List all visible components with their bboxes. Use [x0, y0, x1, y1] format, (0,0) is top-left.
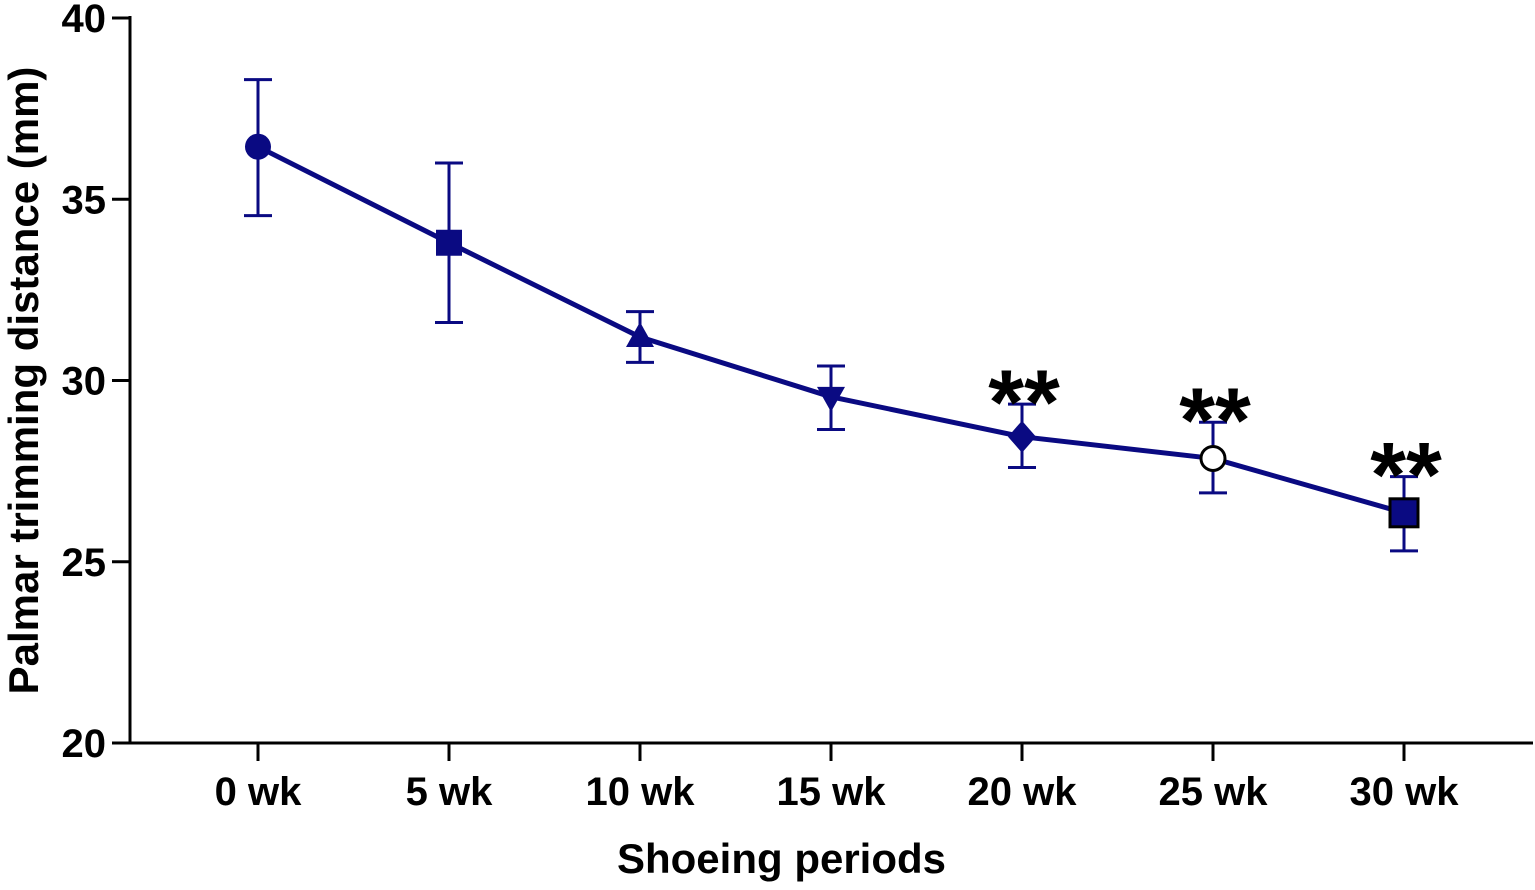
x-tick-label: 5 wk	[406, 770, 493, 814]
data-point	[245, 133, 271, 160]
y-tick-label: 30	[62, 360, 107, 404]
significance-marker: **	[1370, 425, 1442, 527]
x-axis-ticks: 0 wk 5 wk 10 wk 15 wk 20 wk 25 wk 30 wk	[215, 743, 1460, 814]
x-tick-label: 0 wk	[215, 770, 302, 814]
significance-marker: **	[988, 352, 1060, 454]
data-point	[1199, 444, 1227, 472]
data-point	[436, 229, 462, 256]
x-tick-label: 20 wk	[968, 770, 1078, 814]
y-tick-label: 20	[62, 722, 107, 766]
significance-marker: **	[1179, 370, 1251, 472]
series-group	[244, 78, 1420, 553]
x-tick-label: 25 wk	[1159, 770, 1269, 814]
y-tick-label: 35	[62, 178, 107, 222]
x-tick-label: 30 wk	[1350, 770, 1460, 814]
x-tick-label: 10 wk	[586, 770, 696, 814]
annotations: ** ** **	[988, 352, 1442, 527]
data-point	[1008, 420, 1036, 453]
y-tick-label: 25	[62, 541, 107, 585]
x-tick-label: 15 wk	[777, 770, 887, 814]
data-point	[817, 386, 845, 412]
y-axis-ticks: 20 25 30 35 40	[62, 0, 130, 766]
y-axis-title: Palmar trimming distance (mm)	[0, 67, 47, 695]
data-point	[626, 322, 654, 347]
data-point	[1388, 497, 1420, 529]
y-tick-label: 40	[62, 0, 107, 41]
x-axis-title: Shoeing periods	[617, 835, 946, 882]
